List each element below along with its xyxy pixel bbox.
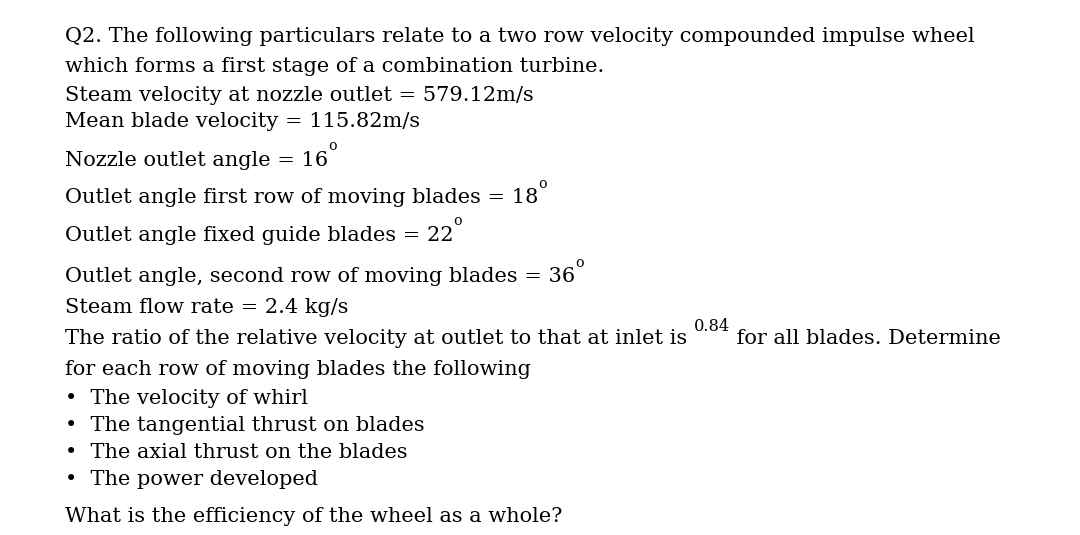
Text: •  The tangential thrust on blades: • The tangential thrust on blades <box>65 416 424 435</box>
Text: Steam flow rate = 2.4 kg/s: Steam flow rate = 2.4 kg/s <box>65 298 348 317</box>
Text: o: o <box>538 177 546 190</box>
Text: The ratio of the relative velocity at outlet to that at inlet is: The ratio of the relative velocity at ou… <box>65 329 693 348</box>
Text: for each row of moving blades the following: for each row of moving blades the follow… <box>65 360 530 379</box>
Text: Steam velocity at nozzle outlet = 579.12m/s: Steam velocity at nozzle outlet = 579.12… <box>65 86 534 105</box>
Text: •  The axial thrust on the blades: • The axial thrust on the blades <box>65 443 407 462</box>
Text: o: o <box>454 214 462 228</box>
Text: Nozzle outlet angle = 16: Nozzle outlet angle = 16 <box>65 151 328 170</box>
Text: for all blades. Determine: for all blades. Determine <box>730 329 1001 348</box>
Text: Outlet angle first row of moving blades = 18: Outlet angle first row of moving blades … <box>65 188 538 208</box>
Text: Outlet angle fixed guide blades = 22: Outlet angle fixed guide blades = 22 <box>65 226 454 245</box>
Text: •  The velocity of whirl: • The velocity of whirl <box>65 389 308 409</box>
Text: What is the efficiency of the wheel as a whole?: What is the efficiency of the wheel as a… <box>65 507 563 526</box>
Text: Mean blade velocity = 115.82m/s: Mean blade velocity = 115.82m/s <box>65 112 420 132</box>
Text: o: o <box>575 256 583 270</box>
Text: 0.84: 0.84 <box>693 318 730 335</box>
Text: Q2. The following particulars relate to a two row velocity compounded impulse wh: Q2. The following particulars relate to … <box>65 27 974 46</box>
Text: Outlet angle, second row of moving blades = 36: Outlet angle, second row of moving blade… <box>65 268 575 287</box>
Text: o: o <box>328 139 337 153</box>
Text: which forms a first stage of a combination turbine.: which forms a first stage of a combinati… <box>65 57 604 77</box>
Text: •  The power developed: • The power developed <box>65 470 318 489</box>
